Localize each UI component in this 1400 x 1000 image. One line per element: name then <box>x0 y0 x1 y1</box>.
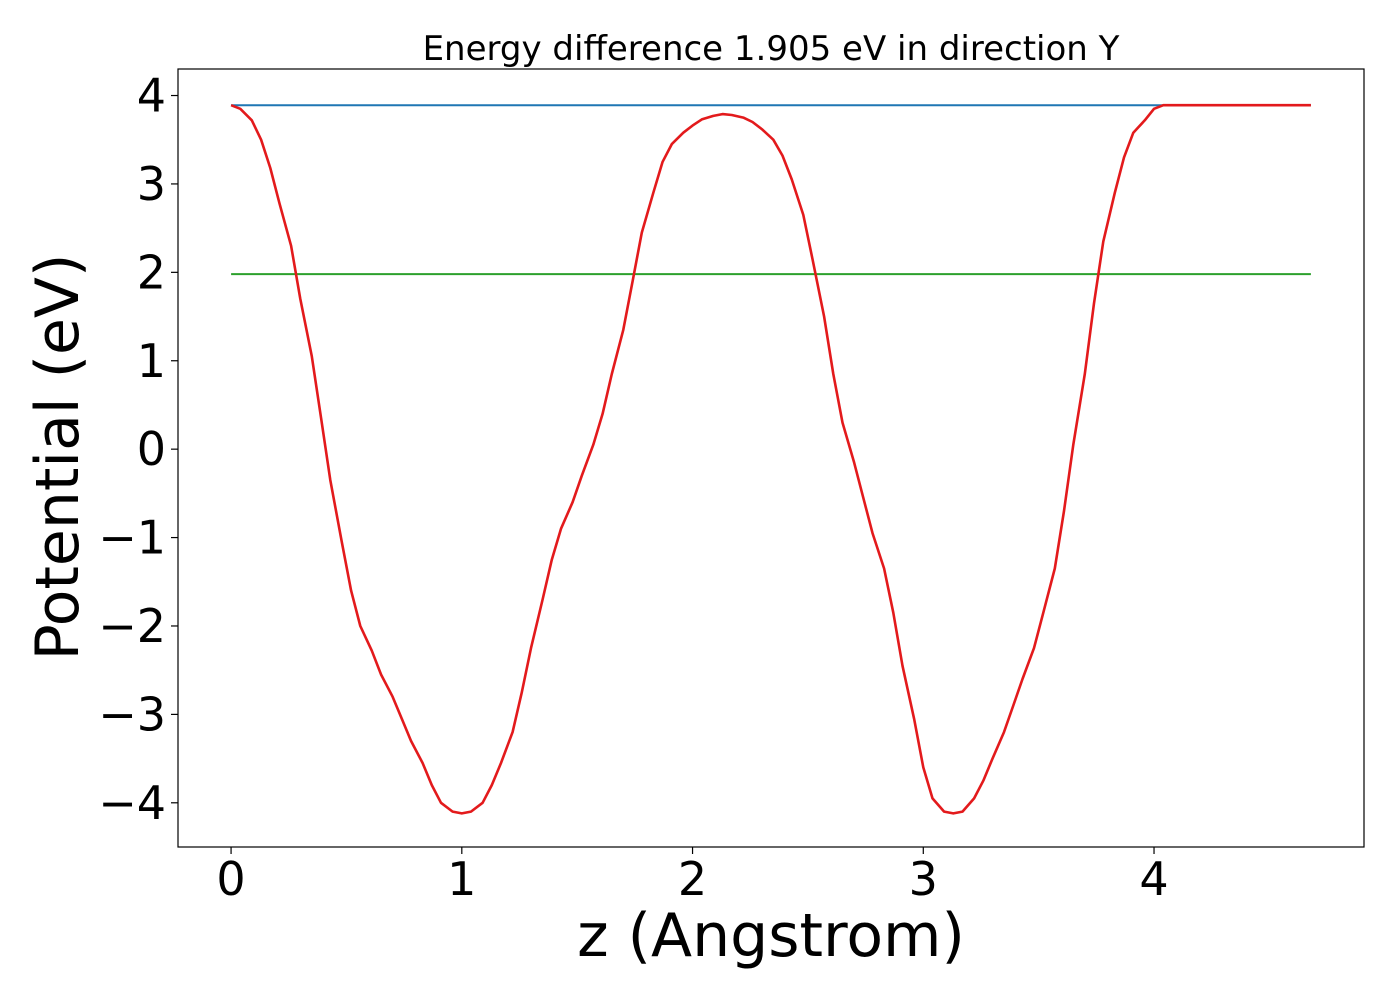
y-tick-label: 1 <box>137 334 166 388</box>
axis-ticks: 0 1 2 3 4 −4 −3 −2 −1 0 1 2 3 4 <box>98 69 1168 906</box>
y-tick-label: −2 <box>98 599 166 653</box>
series-line-3 <box>230 103 1311 815</box>
y-axis-label: Potential (eV) <box>23 254 93 661</box>
x-tick-label: 2 <box>678 852 707 906</box>
y-tick-label: 2 <box>137 245 166 299</box>
plot-area <box>230 103 1311 815</box>
x-tick-label: 4 <box>1139 852 1168 906</box>
y-tick-label: −3 <box>98 687 166 741</box>
plot-frame <box>177 68 1365 848</box>
y-tick-label: 4 <box>137 69 166 123</box>
y-tick-label: 0 <box>137 422 166 476</box>
x-tick-label: 1 <box>447 852 476 906</box>
y-tick-label: −1 <box>98 511 166 565</box>
x-tick-label: 0 <box>216 852 245 906</box>
y-tick-label: 3 <box>137 157 166 211</box>
x-tick-label: 3 <box>909 852 938 906</box>
y-tick-label: −4 <box>98 776 166 830</box>
chart-title: Energy difference 1.905 eV in direction … <box>423 29 1120 69</box>
x-axis-label: z (Angstrom) <box>577 901 965 971</box>
